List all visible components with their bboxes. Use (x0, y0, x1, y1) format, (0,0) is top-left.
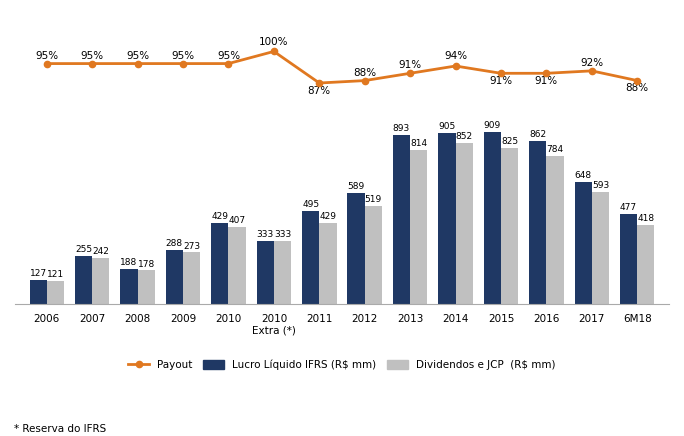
Bar (120, 269, 137, 304)
Bar (456, 143, 473, 304)
Text: 648: 648 (575, 171, 592, 180)
Bar (302, 211, 319, 304)
Text: 95%: 95% (36, 51, 58, 61)
Text: 188: 188 (120, 258, 137, 267)
Bar (484, 132, 501, 304)
Text: 88%: 88% (353, 68, 376, 78)
Bar (620, 214, 637, 304)
Text: 95%: 95% (172, 51, 195, 61)
Text: 814: 814 (410, 140, 428, 148)
Bar (137, 270, 155, 304)
Text: 519: 519 (365, 195, 382, 204)
Text: 333: 333 (256, 230, 274, 239)
Bar (547, 156, 564, 304)
Bar (393, 135, 410, 304)
Text: 495: 495 (302, 200, 319, 209)
Text: 91%: 91% (399, 60, 422, 70)
Bar (501, 148, 518, 304)
Text: 862: 862 (529, 130, 547, 140)
Text: 477: 477 (620, 203, 637, 212)
Text: 852: 852 (456, 132, 473, 141)
Bar (92, 258, 109, 304)
Text: 127: 127 (29, 269, 47, 278)
Text: 100%: 100% (259, 37, 289, 47)
Bar (211, 223, 228, 304)
Bar (365, 206, 382, 304)
Text: 91%: 91% (535, 76, 558, 86)
Text: 242: 242 (92, 248, 109, 256)
Text: 88%: 88% (626, 84, 648, 93)
Bar (529, 141, 547, 304)
Text: 784: 784 (547, 145, 564, 154)
Bar (183, 252, 200, 304)
Text: 94%: 94% (444, 51, 467, 61)
Text: 893: 893 (393, 124, 410, 133)
Bar (75, 256, 92, 304)
Text: 825: 825 (501, 137, 518, 146)
Bar (347, 193, 365, 304)
Text: 255: 255 (75, 245, 92, 254)
Text: 288: 288 (166, 239, 183, 248)
Legend: Payout, Lucro Líquido IFRS (R$ mm), Dividendos e JCP  (R$ mm): Payout, Lucro Líquido IFRS (R$ mm), Divi… (124, 355, 560, 374)
Text: 95%: 95% (126, 51, 149, 61)
Bar (166, 250, 183, 304)
Text: 273: 273 (183, 242, 200, 251)
Bar (592, 192, 609, 304)
Bar (47, 281, 64, 304)
Bar (256, 241, 274, 304)
Bar (575, 182, 592, 304)
Text: 905: 905 (438, 122, 456, 131)
Bar (274, 241, 291, 304)
Bar (228, 227, 246, 304)
Bar (319, 223, 337, 304)
Text: 593: 593 (592, 181, 609, 190)
Text: 589: 589 (347, 182, 365, 191)
Text: 91%: 91% (489, 76, 512, 86)
Bar (637, 225, 655, 304)
Text: 95%: 95% (81, 51, 104, 61)
Text: 121: 121 (47, 270, 64, 279)
Bar (29, 280, 47, 304)
Text: 418: 418 (637, 214, 655, 223)
Text: 333: 333 (274, 230, 291, 239)
Bar (410, 150, 428, 304)
Text: 429: 429 (319, 212, 337, 221)
Text: 909: 909 (484, 122, 501, 130)
Text: 178: 178 (137, 259, 155, 269)
Bar (438, 133, 456, 304)
Text: 95%: 95% (217, 51, 240, 61)
Text: 407: 407 (228, 216, 246, 225)
Text: 92%: 92% (580, 58, 603, 68)
Text: * Reserva do IFRS: * Reserva do IFRS (14, 424, 106, 434)
Text: 87%: 87% (308, 86, 331, 96)
Text: 429: 429 (211, 212, 228, 221)
